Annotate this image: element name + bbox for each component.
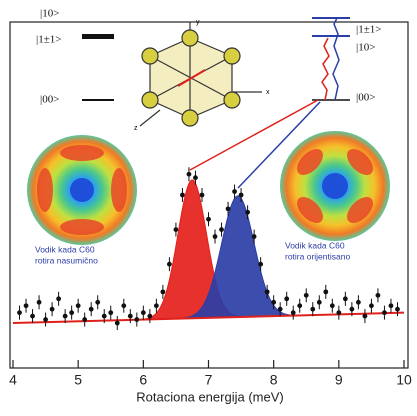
pattern-right [280, 131, 390, 241]
level-label: |00> [40, 94, 59, 106]
pattern-left [27, 135, 137, 245]
data-point [395, 306, 400, 312]
data-point [36, 299, 42, 305]
level-label: |1±1> [356, 24, 381, 36]
data-point [264, 289, 270, 295]
data-point [342, 296, 348, 302]
data-point [95, 299, 101, 305]
data-point [323, 289, 329, 295]
data-point [199, 192, 205, 198]
level-label: |10> [356, 42, 375, 54]
data-point [290, 310, 296, 316]
data-point [62, 313, 68, 319]
data-point [238, 192, 244, 198]
data-point [193, 175, 198, 181]
axis-letter: x [266, 89, 270, 96]
data-point [297, 303, 303, 309]
x-tick-label: 4 [9, 372, 17, 388]
data-point [329, 303, 335, 309]
data-point [284, 296, 290, 302]
data-point [232, 189, 237, 194]
data-point [186, 171, 192, 177]
data-point [82, 317, 88, 322]
annotation: rotira nasumično [35, 255, 98, 265]
data-point [75, 303, 81, 309]
data-point [219, 227, 224, 233]
data-point [88, 306, 94, 312]
data-point [362, 313, 368, 319]
data-point [160, 289, 166, 295]
data-point [153, 303, 159, 309]
annotation: Vodik kada C60 [285, 240, 345, 250]
data-point [134, 317, 140, 322]
data-point [43, 317, 48, 322]
data-point [56, 296, 62, 302]
data-point [388, 303, 394, 309]
x-tick-label: 6 [139, 372, 147, 388]
level-diagram-left [82, 34, 114, 101]
data-point [180, 192, 185, 198]
data-point [17, 310, 22, 316]
annotation: rotira orijentisano [285, 251, 350, 261]
data-point [167, 261, 172, 267]
level-label: |10> [40, 8, 59, 20]
x-tick-label: 10 [396, 372, 412, 388]
level-label: |1±1> [36, 34, 61, 46]
data-point [316, 299, 322, 305]
data-point [114, 320, 120, 326]
x-tick-label: 7 [205, 372, 213, 388]
data-point [49, 306, 55, 312]
molecule [139, 22, 262, 127]
data-point [212, 234, 218, 239]
data-point [271, 299, 277, 305]
data-point [225, 206, 231, 212]
x-axis-label: Rotaciona energija (meV) [136, 389, 283, 404]
data-point [245, 209, 251, 215]
data-point [127, 313, 133, 319]
axis-letter: z [134, 125, 138, 132]
data-point [310, 306, 316, 312]
level-label: |00> [356, 92, 375, 104]
data-point [173, 227, 179, 233]
data-point [251, 234, 257, 239]
data-point [277, 306, 283, 312]
data-point [101, 313, 107, 319]
data-point [121, 303, 127, 309]
data-point [206, 216, 211, 222]
data-point [355, 299, 361, 305]
data-point [349, 306, 355, 312]
data-point [23, 303, 29, 309]
data-point [140, 310, 146, 316]
data-point [30, 313, 35, 319]
level-diagram-right [189, 17, 350, 189]
data-point [382, 310, 387, 316]
axis-letter: y [196, 19, 200, 26]
data-point [369, 303, 374, 309]
data-point [375, 292, 381, 298]
data-point [303, 292, 309, 298]
x-tick-label: 9 [335, 372, 343, 388]
data-point [147, 313, 153, 319]
annotation: Vodik kada C60 [35, 244, 95, 254]
data-point [69, 310, 75, 316]
data-point [258, 261, 264, 267]
data-point [108, 310, 114, 316]
x-tick-label: 5 [74, 372, 82, 388]
data-point [336, 310, 342, 316]
x-tick-label: 8 [270, 372, 278, 388]
